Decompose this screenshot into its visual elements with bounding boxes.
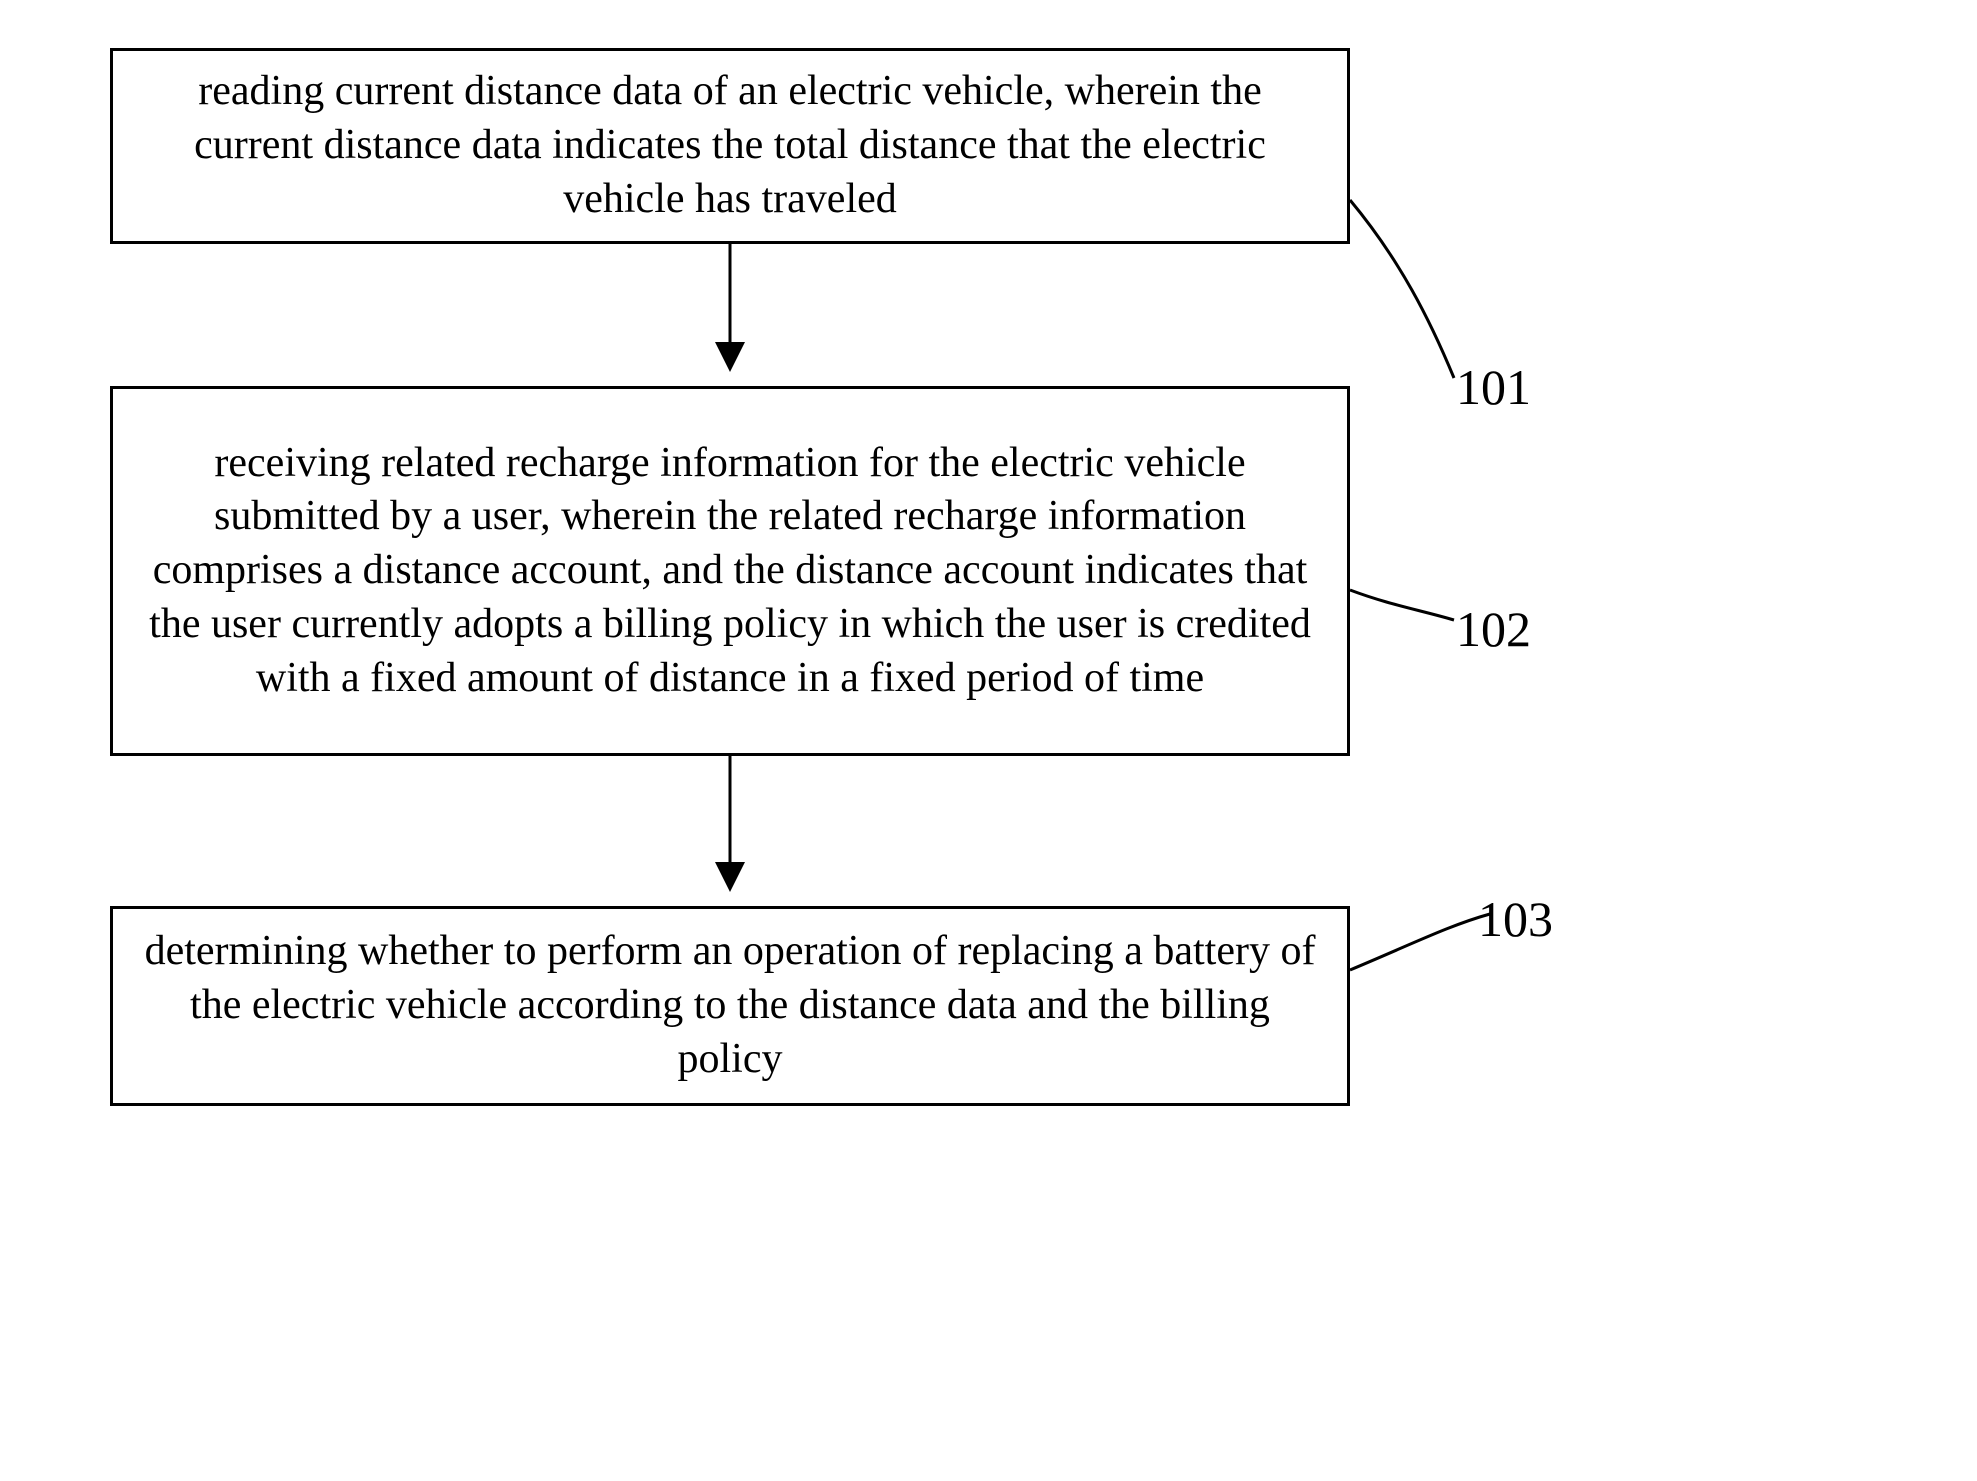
flowchart-node-2: receiving related recharge information f…: [110, 386, 1350, 756]
flowchart-node-3: determining whether to perform an operat…: [110, 906, 1350, 1106]
flowchart-node-2-text: receiving related recharge information f…: [141, 437, 1319, 706]
leader-102: [1350, 590, 1454, 620]
step-label-101: 101: [1456, 358, 1531, 416]
flowchart-node-3-text: determining whether to perform an operat…: [141, 925, 1319, 1086]
leader-101: [1350, 200, 1454, 378]
flowchart-canvas: reading current distance data of an elec…: [0, 0, 1977, 1481]
flowchart-node-1-text: reading current distance data of an elec…: [141, 65, 1319, 226]
flowchart-node-1: reading current distance data of an elec…: [110, 48, 1350, 244]
step-label-102: 102: [1456, 600, 1531, 658]
step-label-103: 103: [1478, 890, 1553, 948]
leader-103: [1350, 914, 1490, 970]
